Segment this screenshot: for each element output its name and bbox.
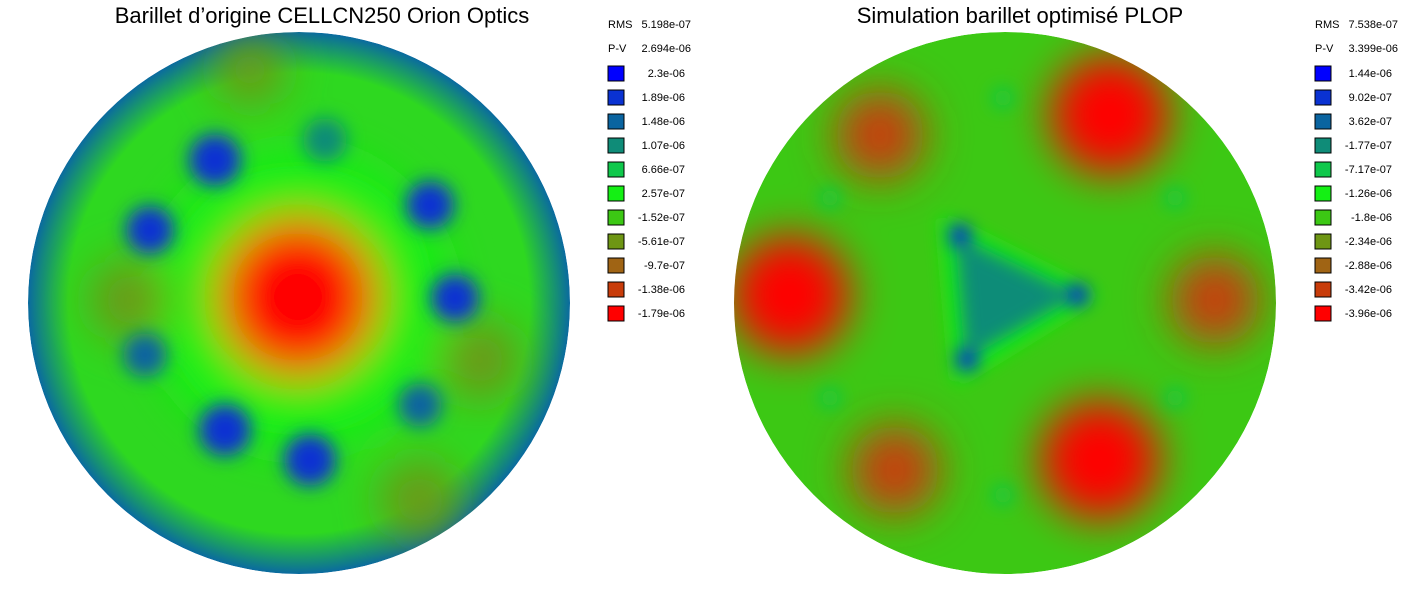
legend-label: -9.7e-07 — [644, 260, 685, 272]
legend-swatch — [1314, 209, 1332, 226]
legend-label: -7.17e-07 — [1345, 164, 1392, 176]
legend-label: 9.02e-07 — [1349, 92, 1392, 104]
legend-label: 2.3e-06 — [648, 68, 685, 80]
legend-label: 2.57e-07 — [642, 188, 685, 200]
legend-swatch — [1314, 137, 1332, 154]
legend-label: -1.38e-06 — [638, 284, 685, 296]
legend-label: 6.66e-07 — [642, 164, 685, 176]
legend-label: -1.8e-06 — [1351, 212, 1392, 224]
legend-swatch — [607, 185, 625, 202]
legend-swatch — [607, 113, 625, 130]
legend-label: -2.34e-06 — [1345, 236, 1392, 248]
legend-swatch — [607, 161, 625, 178]
legend-swatch — [607, 209, 625, 226]
legend-swatch — [1314, 233, 1332, 250]
stat-value: 7.538e-07 — [1348, 19, 1398, 31]
legend-swatch — [1314, 257, 1332, 274]
stat-label: P-V — [608, 43, 627, 55]
legend-swatch — [607, 257, 625, 274]
stat-label: RMS — [608, 19, 632, 31]
legend-swatch — [607, 65, 625, 82]
legend-swatch — [1314, 281, 1332, 298]
legend-label: 1.89e-06 — [642, 92, 685, 104]
legend-label: -1.77e-07 — [1345, 140, 1392, 152]
legend-label: 1.48e-06 — [642, 116, 685, 128]
legend-swatch — [1314, 113, 1332, 130]
legend-label: -1.52e-07 — [638, 212, 685, 224]
legend-label: 1.44e-06 — [1349, 68, 1392, 80]
map-left — [28, 32, 570, 574]
legend-swatch — [607, 305, 625, 322]
legend-label: -1.26e-06 — [1345, 188, 1392, 200]
legend-label: -3.96e-06 — [1345, 308, 1392, 320]
stat-value: 3.399e-06 — [1348, 43, 1398, 55]
legend-swatch — [607, 137, 625, 154]
stat-value: 2.694e-06 — [641, 43, 691, 55]
panel-title: Simulation barillet optimisé PLOP — [857, 3, 1183, 28]
legend-label: 3.62e-07 — [1349, 116, 1392, 128]
legend-label: -3.42e-06 — [1345, 284, 1392, 296]
legend-swatch — [1314, 185, 1332, 202]
legend-swatch — [1314, 161, 1332, 178]
legend-swatch — [1314, 305, 1332, 322]
legend-swatch — [607, 89, 625, 106]
legend-swatch — [607, 233, 625, 250]
stat-label: P-V — [1315, 43, 1334, 55]
legend-label: -5.61e-07 — [638, 236, 685, 248]
stat-label: RMS — [1315, 19, 1339, 31]
legend-swatch — [607, 281, 625, 298]
legend-swatch — [1314, 89, 1332, 106]
legend-swatch — [1314, 65, 1332, 82]
legend-label: -1.79e-06 — [638, 308, 685, 320]
legend-label: -2.88e-06 — [1345, 260, 1392, 272]
map-right — [734, 32, 1276, 574]
legend-label: 1.07e-06 — [642, 140, 685, 152]
stat-value: 5.198e-07 — [641, 19, 691, 31]
panel-title: Barillet d’origine CELLCN250 Orion Optic… — [115, 3, 530, 28]
